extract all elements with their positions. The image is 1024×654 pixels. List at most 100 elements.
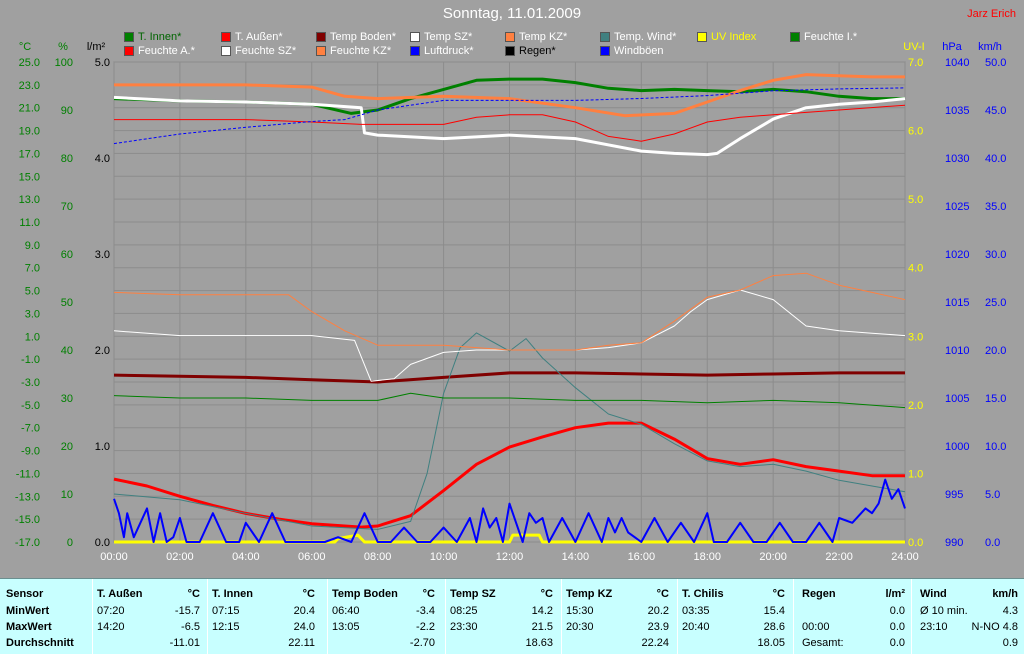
legend-item: Feuchte A.* — [124, 45, 195, 57]
pressure-axis-unit: hPa — [942, 41, 962, 53]
legend-label: Windböen — [614, 45, 664, 57]
stats-max-value: 24.0 — [293, 621, 315, 633]
legend-label: Regen* — [519, 45, 556, 57]
legend-label: UV Index — [711, 31, 757, 43]
stats-min-time: 15:30 — [566, 605, 594, 617]
rain-axis-unit: l/m² — [87, 41, 106, 53]
legend-swatch — [221, 32, 231, 42]
stats-column-unit: °C — [656, 588, 669, 600]
uv-axis-tick-label: 0.0 — [908, 537, 923, 549]
legend-item: T. Innen* — [124, 31, 181, 43]
stats-column-unit: °C — [772, 588, 785, 600]
celsius-axis-tick-label: 1.0 — [25, 331, 40, 343]
legend-label: Temp. Wind* — [614, 31, 677, 43]
stats-column: T. Chilis °C 03:35 15.4 20:40 28.6 18.05 — [677, 579, 793, 654]
pressure-axis-tick-label: 1000 — [945, 441, 969, 453]
rain-axis-tick-label: 0.0 — [95, 537, 110, 549]
celsius-axis-tick-label: 5.0 — [25, 286, 40, 298]
legend-item: Feuchte SZ* — [221, 45, 296, 57]
stats-row2-value: 0.0 — [889, 621, 905, 633]
wind-axis-tick-label: 35.0 — [985, 201, 1006, 213]
legend-label: Temp SZ* — [424, 31, 473, 43]
celsius-axis-tick-label: -1.0 — [21, 354, 40, 366]
wind-axis-tick-label: 5.0 — [985, 489, 1000, 501]
legend-swatch — [124, 32, 134, 42]
wind-axis-tick-label: 10.0 — [985, 441, 1006, 453]
pressure-axis-tick-label: 990 — [945, 537, 963, 549]
legend-item: Temp SZ* — [410, 31, 472, 43]
legend-swatch — [124, 46, 134, 56]
stats-row1-label: Ø 10 min. — [920, 605, 968, 617]
wind-axis-tick-label: 15.0 — [985, 393, 1006, 405]
x-tick-label: 16:00 — [628, 551, 656, 563]
pressure-axis-tick-label: 1015 — [945, 297, 969, 309]
stats-table: Sensor MinWert MaxWert Durchschnitt T. A… — [0, 578, 1024, 654]
rain-axis-tick-label: 2.0 — [95, 345, 110, 357]
legend-swatch — [600, 46, 610, 56]
stats-column-unit: l/m² — [885, 588, 905, 600]
celsius-axis-tick-label: -7.0 — [21, 423, 40, 435]
stats-column-rain: Regen l/m² 0.0 00:00 0.0 Gesamt: 0.0 — [793, 579, 911, 654]
legend-swatch — [505, 46, 515, 56]
stats-max-label: MaxWert — [6, 621, 52, 633]
stats-column-name: T. Außen — [97, 588, 143, 600]
uv-axis-tick-label: 6.0 — [908, 126, 923, 138]
legend-item: UV Index — [697, 31, 756, 43]
legend-label: Feuchte SZ* — [235, 45, 297, 57]
stats-column-unit: °C — [422, 588, 435, 600]
stats-column: T. Außen °C 07:20 -15.7 14:20 -6.5 -11.01 — [92, 579, 208, 654]
celsius-axis-tick-label: -17.0 — [15, 537, 40, 549]
stats-row1-value: 0.0 — [889, 605, 905, 617]
stats-avg-value: 18.63 — [525, 637, 553, 649]
x-tick-label: 02:00 — [166, 551, 194, 563]
percent-axis-tick-label: 20 — [61, 441, 73, 453]
legend-label: T. Innen* — [138, 31, 182, 43]
x-tick-label: 04:00 — [232, 551, 260, 563]
x-tick-label: 12:00 — [496, 551, 524, 563]
celsius-axis-tick-label: 25.0 — [19, 57, 40, 69]
stats-min-time: 08:25 — [450, 605, 478, 617]
x-tick-label: 00:00 — [100, 551, 128, 563]
legend-label: T. Außen* — [235, 31, 283, 43]
x-tick-label: 10:00 — [430, 551, 458, 563]
rain-axis-tick-label: 5.0 — [95, 57, 110, 69]
legend-label: Feuchte A.* — [138, 45, 195, 57]
stats-column-unit: °C — [302, 588, 315, 600]
celsius-axis-tick-label: 13.0 — [19, 194, 40, 206]
series-line-temp-wind — [113, 332, 906, 530]
x-tick-label: 06:00 — [298, 551, 326, 563]
pressure-axis-tick-label: 1030 — [945, 153, 969, 165]
x-tick-label: 14:00 — [562, 551, 590, 563]
series-line-t-innen — [113, 77, 905, 115]
series-line-luftdruck — [113, 87, 906, 145]
percent-axis-unit: % — [58, 41, 68, 53]
legend-label: Feuchte I.* — [804, 31, 858, 43]
wind-axis-tick-label: 0.0 — [985, 537, 1000, 549]
percent-axis-tick-label: 100 — [55, 57, 73, 69]
x-tick-label: 22:00 — [825, 551, 853, 563]
wind-axis-tick-label: 45.0 — [985, 105, 1006, 117]
legend-item: Temp KZ* — [505, 31, 567, 43]
series-line-uv-index — [114, 533, 905, 544]
stats-column-name: Regen — [802, 588, 836, 600]
celsius-axis-tick-label: -15.0 — [15, 514, 40, 526]
percent-axis-tick-label: 10 — [61, 489, 73, 501]
stats-max-time: 20:40 — [682, 621, 710, 633]
x-tick-label: 08:00 — [364, 551, 392, 563]
stats-row2-label: 00:00 — [802, 621, 830, 633]
stats-row1-value: 4.3 — [1002, 605, 1018, 617]
legend-label: Temp Boden* — [330, 31, 397, 43]
wind-axis-tick-label: 25.0 — [985, 297, 1006, 309]
celsius-axis-tick-label: 9.0 — [25, 240, 40, 252]
celsius-axis-tick-label: -9.0 — [21, 446, 40, 458]
stats-column: Temp Boden °C 06:40 -3.4 13:05 -2.2 -2.70 — [327, 579, 443, 654]
celsius-axis-tick-label: 11.0 — [19, 217, 40, 229]
stats-avg-value: 22.11 — [288, 637, 315, 649]
stats-max-value: 23.9 — [647, 621, 669, 633]
stats-min-value: 20.2 — [647, 605, 669, 617]
stats-column-name: T. Chilis — [682, 588, 724, 600]
series-line-temp-kz — [114, 73, 905, 118]
series-line-feuchte-i — [113, 392, 906, 409]
stats-min-value: -15.7 — [174, 605, 200, 617]
celsius-axis-tick-label: 3.0 — [25, 308, 40, 320]
